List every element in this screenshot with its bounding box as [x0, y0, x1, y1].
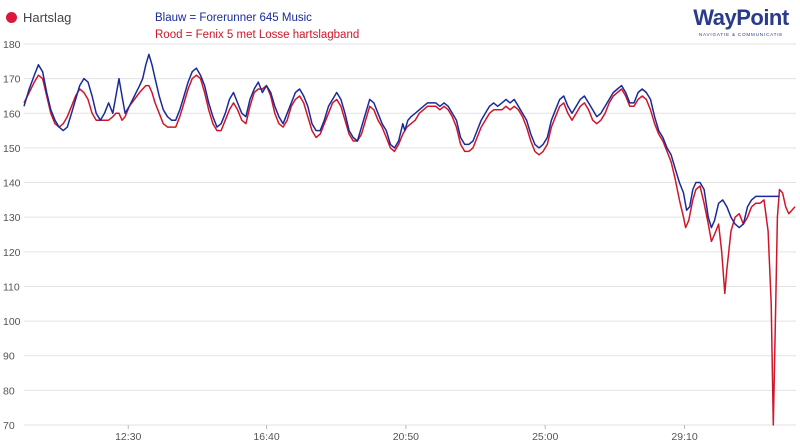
- y-tick-label: 120: [3, 247, 21, 259]
- y-tick-label: 110: [3, 281, 20, 293]
- y-tick-label: 100: [3, 316, 21, 328]
- waypoint-logo: WayPoint NAVIGATIE & COMMUNICATIE: [693, 5, 790, 37]
- legend-label: Hartslag: [23, 10, 72, 25]
- x-tick-label: 16:40: [253, 431, 279, 443]
- x-tick-label: 20:50: [393, 431, 419, 443]
- y-tick-label: 160: [3, 108, 21, 120]
- y-tick-label: 140: [3, 178, 21, 190]
- legend-marker-icon: [6, 12, 17, 23]
- y-tick-label: 170: [3, 74, 21, 86]
- y-axis-ticks: 70 80 90 100 110 120 130 140 150 160 170 180: [3, 39, 21, 432]
- y-tick-label: 150: [3, 143, 21, 155]
- annotation-red-series: Rood = Fenix 5 met Losse hartslagband: [155, 29, 360, 41]
- chart-legend[interactable]: Hartslag: [6, 10, 71, 25]
- x-tick-label: 12:30: [115, 431, 141, 443]
- annotation-blue-series: Blauw = Forerunner 645 Music: [155, 12, 312, 24]
- series-line-fenix: [23, 74, 796, 426]
- y-tick-label: 70: [3, 420, 15, 432]
- logo-wordmark: WayPoint: [693, 5, 790, 30]
- y-tick-label: 90: [3, 351, 15, 363]
- y-tick-label: 130: [3, 212, 21, 224]
- series-lines: [23, 53, 796, 426]
- y-tick-label: 180: [3, 39, 21, 51]
- series-line-forerunner: [23, 53, 780, 229]
- grid-lines: [24, 43, 796, 426]
- x-axis-ticks: 12:30 16:40 20:50 25:00 29:10: [115, 425, 698, 443]
- logo-tagline: NAVIGATIE & COMMUNICATIE: [699, 32, 783, 37]
- x-tick-label: 29:10: [671, 431, 697, 443]
- x-tick-label: 25:00: [532, 431, 558, 443]
- y-tick-label: 80: [3, 385, 15, 397]
